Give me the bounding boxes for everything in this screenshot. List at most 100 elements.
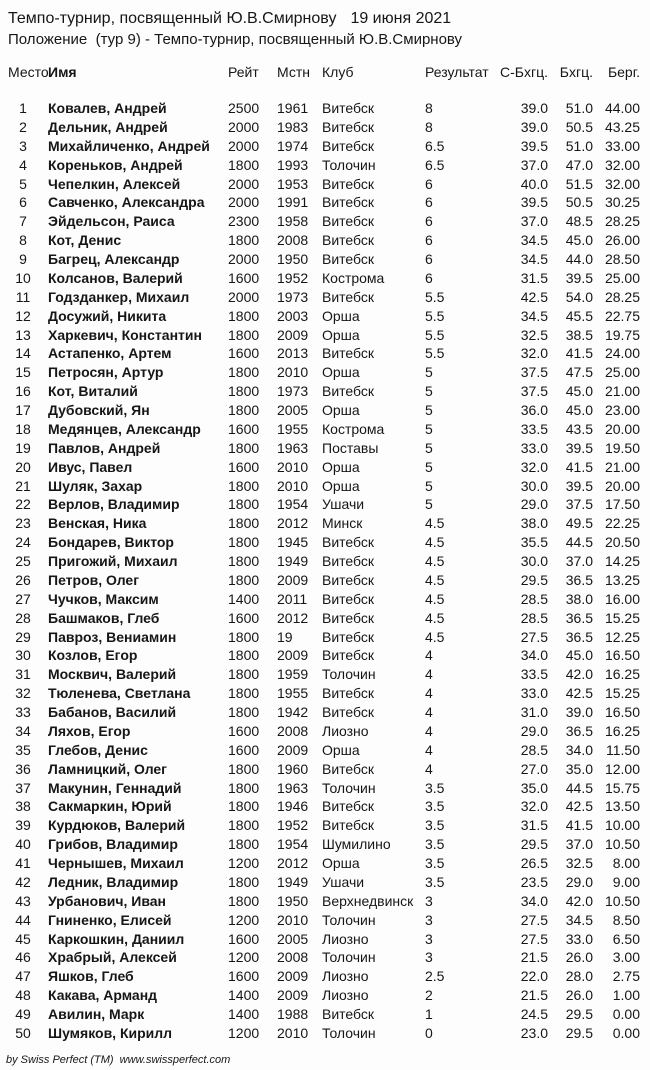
cell-rating: 1800: [228, 515, 260, 532]
cell-result: 6: [425, 232, 433, 249]
table-row: 3 Михайличенко, Андрей 2000 1974 Витебск 6.5 3…: [0, 137, 650, 156]
cell-club: Витебск: [322, 1006, 375, 1022]
cell-sbhg: 27.5: [520, 628, 548, 645]
cell-mstn: 1963: [277, 439, 309, 456]
cell-club: Витебск: [322, 288, 375, 305]
cell-rating: 2000: [228, 251, 260, 267]
cell-rating: 1800: [228, 836, 260, 853]
cell-mstn: 2009: [277, 968, 309, 985]
cell-result: 4: [425, 741, 433, 758]
cell-result: 5: [425, 420, 433, 437]
cell-bhg: 44.5: [565, 779, 593, 796]
cell-rating: 1600: [228, 741, 260, 758]
cell-berg: 10.50: [604, 892, 640, 909]
cell-sbhg: 32.5: [520, 326, 548, 343]
table-row: 12 Досужий, Никита 1800 2003 Орша 5.5 34.5 45.5…: [0, 307, 650, 326]
cell-club: Минск: [322, 515, 363, 532]
cell-club: Витебск: [322, 760, 375, 777]
cell-club: Витебск: [322, 590, 375, 607]
cell-rating: 1800: [228, 892, 260, 909]
cell-sbhg: 28.5: [520, 590, 548, 607]
cell-berg: 22.75: [604, 307, 640, 324]
table-row: 27 Чучков, Максим 1400 2011 Витебск 4.5 28.5 38…: [0, 590, 650, 609]
cell-berg: 24.00: [604, 345, 640, 362]
cell-rating: 1800: [228, 798, 260, 815]
cell-name: Дубовский, Ян: [48, 402, 150, 418]
cell-bhg: 36.5: [565, 722, 593, 739]
cell-berg: 10.00: [604, 817, 640, 834]
cell-name: Бабанов, Василий: [48, 704, 177, 720]
cell-place: 41: [15, 855, 31, 871]
cell-sbhg: 31.5: [520, 817, 548, 834]
cell-club: Витебск: [322, 118, 375, 135]
cell-club: Витебск: [322, 647, 375, 664]
cell-sbhg: 31.5: [520, 269, 548, 286]
cell-berg: 12.25: [604, 628, 640, 645]
cell-rating: 1600: [228, 930, 260, 947]
cell-name: Багрец, Александр: [48, 251, 180, 267]
cell-mstn: 1983: [277, 118, 309, 135]
cell-sbhg: 29.0: [520, 722, 548, 739]
cell-result: 4: [425, 704, 433, 720]
cell-bhg: 42.5: [565, 798, 593, 815]
table-row: 31 Москвич, Валерий 1800 1959 Толочин 4 33.5 42…: [0, 665, 650, 684]
cell-mstn: 2005: [277, 402, 309, 418]
cell-sbhg: 32.0: [520, 458, 548, 475]
cell-mstn: 1954: [277, 836, 309, 853]
page-title: Темпо-турнир, посвященный Ю.В.Смирнову: [8, 10, 337, 27]
cell-bhg: 38.0: [565, 590, 593, 607]
cell-sbhg: 35.0: [520, 779, 548, 796]
cell-place: 37: [15, 779, 31, 796]
cell-place: 18: [15, 420, 31, 437]
table-row: 8 Кот, Денис 1800 2008 Витебск 6 34.5 45.0 26.00: [0, 231, 650, 250]
cell-sbhg: 28.5: [520, 609, 548, 626]
cell-result: 4: [425, 685, 433, 702]
cell-berg: 20.00: [604, 420, 640, 437]
cell-bhg: 45.0: [565, 402, 593, 418]
cell-club: Ушачи: [322, 873, 365, 890]
cell-bhg: 41.5: [565, 345, 593, 362]
cell-rating: 1800: [228, 704, 260, 720]
cell-sbhg: 34.5: [520, 307, 548, 324]
table-row: 43 Урбанович, Иван 1800 1950 Верхнедвинск 3 34…: [0, 892, 650, 911]
cell-rating: 1200: [228, 949, 260, 966]
table-row: 14 Астапенко, Артем 1600 2013 Витебск 5.5 32.0…: [0, 344, 650, 363]
cell-berg: 22.25: [604, 515, 640, 532]
cell-sbhg: 31.0: [520, 704, 548, 720]
cell-club: Кострома: [322, 420, 385, 437]
cell-club: Толочин: [322, 949, 376, 966]
cell-name: Венская, Ника: [48, 515, 147, 532]
cell-rating: 1600: [228, 458, 260, 475]
cell-name: Чернышев, Михаил: [48, 855, 184, 871]
table-row: 28 Башмаков, Глеб 1600 2012 Витебск 4.5 28.5 36…: [0, 609, 650, 628]
table-row: 21 Шуляк, Захар 1800 2010 Орша 5 30.0 39.5 20.00: [0, 477, 650, 496]
cell-mstn: 2005: [277, 930, 309, 947]
cell-club: Витебск: [322, 175, 375, 192]
cell-bhg: 37.5: [565, 496, 593, 513]
cell-place: 11: [15, 288, 31, 305]
table-row: 16 Кот, Виталий 1800 1973 Витебск 5 37.5 45.0 21…: [0, 382, 650, 401]
cell-place: 19: [15, 439, 31, 456]
table-row: 9 Багрец, Александр 2000 1950 Витебск 6 34.5 44…: [0, 250, 650, 269]
cell-club: Верхнедвинск: [322, 892, 414, 909]
cell-result: 8: [425, 100, 433, 116]
table-row: 29 Павроз, Вениамин 1800 19 Витебск 4.5 27.5 36…: [0, 628, 650, 647]
cell-club: Кострома: [322, 269, 385, 286]
cell-berg: 16.25: [604, 722, 640, 739]
cell-mstn: 1960: [277, 760, 309, 777]
cell-sbhg: 21.5: [520, 949, 548, 966]
cell-mstn: 1950: [277, 251, 309, 267]
cell-mstn: 1952: [277, 269, 309, 286]
table-row: 5 Чепелкин, Алексей 2000 1953 Витебск 6 40.0 51…: [0, 175, 650, 194]
cell-name: Козлов, Егор: [48, 647, 138, 664]
cell-bhg: 26.0: [565, 949, 593, 966]
cell-bhg: 38.5: [565, 326, 593, 343]
cell-sbhg: 23.0: [520, 1024, 548, 1041]
cell-result: 6: [425, 213, 433, 230]
cell-name: Урбанович, Иван: [48, 892, 167, 909]
page-subtitle: Положение (тур 9) - Темпо-турнир, посвящ…: [8, 31, 463, 48]
cell-sbhg: 34.5: [520, 232, 548, 249]
cell-berg: 6.50: [612, 930, 640, 947]
cell-place: 16: [15, 383, 31, 400]
cell-result: 4.5: [425, 609, 445, 626]
